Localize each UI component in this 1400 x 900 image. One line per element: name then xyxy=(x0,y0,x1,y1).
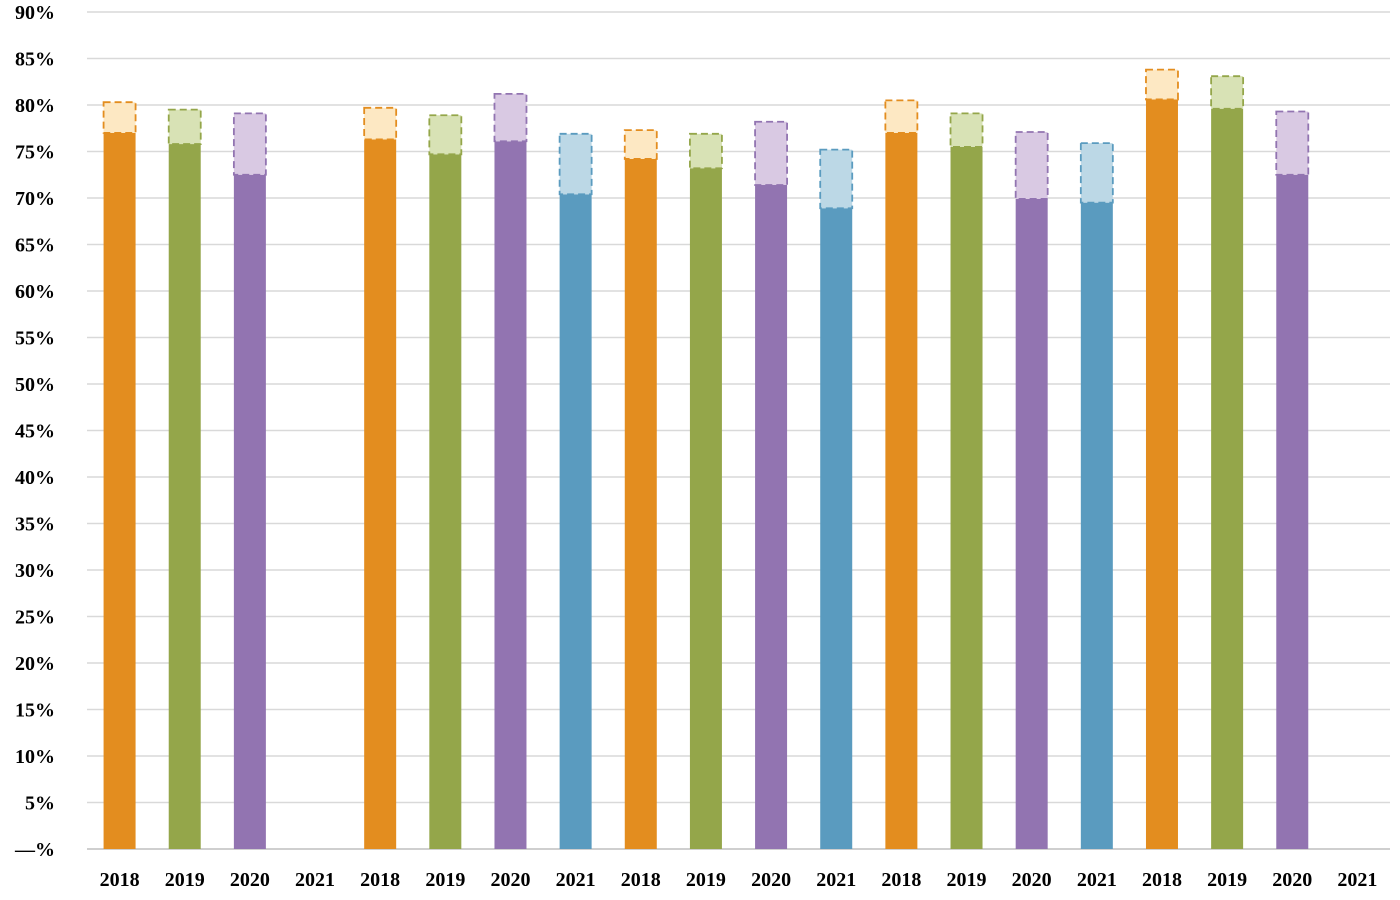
x-tick-label: 2021 xyxy=(1077,869,1117,891)
y-tick-label: 10% xyxy=(15,746,55,768)
x-tick-label: 2018 xyxy=(100,869,140,891)
x-tick-label: 2020 xyxy=(1012,869,1052,891)
bar-base-2021 xyxy=(820,208,853,850)
bar-increment-2018 xyxy=(1145,68,1179,101)
y-tick-label: 85% xyxy=(15,49,55,71)
y-axis-ticks: —% 5% 10% 15% 20% 25% 30% 35% 40% 45% 50% 55% 60% 65%… xyxy=(14,2,55,861)
x-tick-label: 2018 xyxy=(881,869,921,891)
bar-increment-2021 xyxy=(1079,142,1114,204)
y-tick-label: 30% xyxy=(15,560,55,582)
bar-increment-2019 xyxy=(1210,75,1245,110)
bar-base-2021 xyxy=(559,194,592,849)
y-tick-label: 75% xyxy=(15,142,55,164)
bar-base-2019 xyxy=(950,146,983,850)
bar-base-2020 xyxy=(1276,174,1309,849)
bar-base-2019 xyxy=(429,154,462,850)
bar-increment-2021 xyxy=(558,132,593,196)
x-tick-label: 2019 xyxy=(425,869,465,891)
bar-base-2020 xyxy=(755,184,788,850)
x-axis-ticks: 2018 2019 2020 2021 2018 2019 2020 2021 2018 2019… xyxy=(100,869,1378,891)
x-tick-label: 2018 xyxy=(360,869,400,891)
y-tick-label: 55% xyxy=(15,328,55,350)
x-tick-label: 2019 xyxy=(947,869,987,891)
y-tick-label: —% xyxy=(14,839,55,861)
bar-increment-2019 xyxy=(949,112,984,148)
x-tick-label: 2018 xyxy=(1142,869,1182,891)
x-tick-label: 2020 xyxy=(230,869,270,891)
y-tick-label: 50% xyxy=(15,374,55,396)
x-tick-label: 2019 xyxy=(165,869,205,891)
y-tick-label: 5% xyxy=(25,793,55,815)
x-tick-label: 2020 xyxy=(490,869,530,891)
x-tick-label: 2021 xyxy=(556,869,596,891)
bar-increment-2020 xyxy=(1275,110,1310,176)
y-tick-label: 40% xyxy=(15,467,55,489)
y-tick-label: 65% xyxy=(15,235,55,257)
bar-base-2018 xyxy=(885,132,918,849)
gridlines xyxy=(87,11,1390,850)
y-tick-label: 80% xyxy=(15,95,55,117)
bar-increment-2019 xyxy=(167,108,202,145)
y-tick-label: 90% xyxy=(15,2,55,24)
y-tick-label: 20% xyxy=(15,653,55,675)
bar-increment-2020 xyxy=(493,92,528,143)
bar-increment-2020 xyxy=(232,112,267,176)
bar-base-2019 xyxy=(168,144,201,849)
bar-base-2018 xyxy=(624,158,657,849)
bar-increment-2018 xyxy=(623,129,658,160)
bar-base-2018 xyxy=(103,132,136,849)
x-tick-label: 2019 xyxy=(1207,869,1247,891)
y-tick-label: 15% xyxy=(15,700,55,722)
bars xyxy=(102,68,1310,850)
bar-base-2019 xyxy=(1211,108,1244,850)
bar-increment-2018 xyxy=(884,99,919,134)
bar-increment-2020 xyxy=(754,120,788,186)
bar-increment-2019 xyxy=(689,132,723,170)
y-tick-label: 60% xyxy=(15,281,55,303)
x-tick-label: 2021 xyxy=(1337,869,1377,891)
bar-increment-2018 xyxy=(102,101,137,134)
x-tick-label: 2020 xyxy=(751,869,791,891)
bar-increment-2018 xyxy=(363,106,398,141)
bar-base-2018 xyxy=(1145,99,1178,850)
bar-base-2019 xyxy=(689,168,722,850)
bar-increment-2020 xyxy=(1014,131,1049,200)
y-tick-label: 35% xyxy=(15,514,55,536)
bar-increment-2019 xyxy=(428,114,463,156)
x-tick-label: 2021 xyxy=(295,869,335,891)
y-tick-label: 70% xyxy=(15,188,55,210)
bar-base-2020 xyxy=(494,141,527,849)
bar-base-2020 xyxy=(1015,198,1048,849)
x-tick-label: 2018 xyxy=(621,869,661,891)
y-tick-label: 45% xyxy=(15,421,55,443)
x-tick-label: 2021 xyxy=(816,869,856,891)
x-tick-label: 2019 xyxy=(686,869,726,891)
bar-base-2020 xyxy=(233,174,266,849)
bar-base-2021 xyxy=(1080,202,1113,849)
y-tick-label: 25% xyxy=(15,607,55,629)
x-tick-label: 2020 xyxy=(1272,869,1312,891)
bar-increment-2021 xyxy=(819,148,854,210)
bar-base-2018 xyxy=(364,139,397,849)
